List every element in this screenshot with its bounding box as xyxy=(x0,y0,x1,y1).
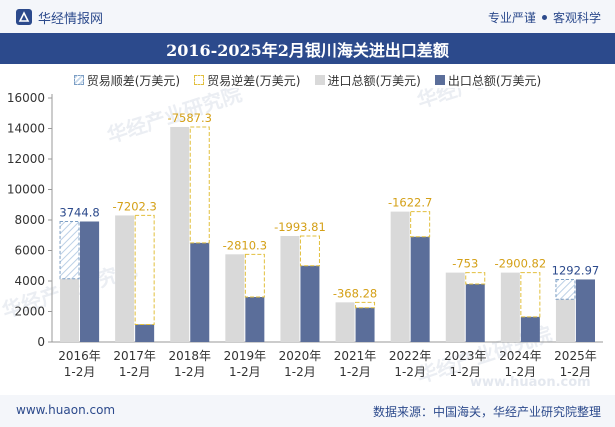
y-tick-label: 14000 xyxy=(7,122,45,136)
import-bar xyxy=(555,299,575,342)
x-tick-label: 2025年 xyxy=(554,349,597,363)
deficit-bar xyxy=(189,126,210,244)
y-tick-label: 12000 xyxy=(7,152,45,166)
x-tick-label: 1-2月 xyxy=(560,365,592,379)
export-bar-front xyxy=(575,279,595,342)
balance-data-label: -2810.3 xyxy=(223,238,267,252)
balance-data-label: -2900.82 xyxy=(494,257,546,271)
deficit-bar xyxy=(465,272,486,285)
footer-source: 数据来源：中国海关，华经产业研究院整理 xyxy=(372,405,601,419)
x-tick-label: 2024年 xyxy=(499,349,542,363)
x-tick-label: 1-2月 xyxy=(174,365,206,379)
legend-label-surplus: 贸易顺差(万美元) xyxy=(86,73,181,88)
import-bar xyxy=(115,215,135,342)
export-bar xyxy=(410,236,430,342)
x-tick-label: 2017年 xyxy=(113,349,156,363)
export-bar xyxy=(245,297,265,342)
import-bar xyxy=(445,272,465,342)
legend-swatch-surplus-icon xyxy=(73,75,84,85)
x-tick-label: 2021年 xyxy=(334,349,377,363)
y-tick-label: 0 xyxy=(37,335,45,349)
balance-data-label: 3744.8 xyxy=(59,206,99,220)
x-tick-label: 2020年 xyxy=(279,349,322,363)
export-bar xyxy=(300,265,320,342)
surplus-bar xyxy=(59,221,80,280)
x-tick-label: 1-2月 xyxy=(119,365,151,379)
y-tick-label: 8000 xyxy=(14,213,45,227)
legend-item-surplus[interactable]: 贸易顺差(万美元) xyxy=(73,70,181,90)
deficit-bar xyxy=(244,253,265,298)
y-tick-label: 2000 xyxy=(14,305,45,319)
import-bar xyxy=(60,278,80,342)
legend-label-export: 出口总额(万美元) xyxy=(447,73,542,88)
slogan-left: 专业严谨 xyxy=(487,10,536,25)
legend-item-deficit[interactable]: 贸易逆差(万美元) xyxy=(194,70,301,90)
deficit-bar xyxy=(299,235,320,267)
chart-plot: 华经产业研究院华经产业研究院华经产业研究院华经产业研究院www.huaon.co… xyxy=(0,88,603,390)
import-bar xyxy=(170,126,190,342)
import-bar xyxy=(390,211,410,342)
legend-swatch-export-icon xyxy=(434,75,445,85)
balance-data-label: -753 xyxy=(452,257,478,271)
y-tick-label: 16000 xyxy=(7,91,45,105)
x-tick-label: 2023年 xyxy=(444,349,487,363)
deficit-bar xyxy=(410,211,431,238)
footer: www.huaon.com 数据来源：中国海关，华经产业研究院整理 xyxy=(0,395,615,427)
export-bar xyxy=(520,316,540,342)
x-tick-label: 1-2月 xyxy=(229,365,261,379)
x-tick-label: 2019年 xyxy=(224,349,267,363)
footer-url[interactable]: www.huaon.com xyxy=(16,403,116,417)
x-tick-label: 1-2月 xyxy=(449,365,481,379)
brand-logo-icon xyxy=(16,9,32,25)
legend-label-import: 进口总额(万美元) xyxy=(327,73,421,88)
x-tick-label: 1-2月 xyxy=(284,365,316,379)
import-bar xyxy=(500,272,520,342)
brand-name: 华经情报网 xyxy=(38,11,104,27)
slogan-right: 客观科学 xyxy=(552,10,601,25)
balance-data-label: -7202.3 xyxy=(112,199,156,213)
chart-title: 2016-2025年2月银川海关进出口差额 xyxy=(0,33,615,64)
x-tick-label: 2018年 xyxy=(168,349,211,363)
watermark-text-1: 华经产业研究院 xyxy=(414,88,555,113)
x-tick-label: 1-2月 xyxy=(64,365,96,379)
balance-data-label: -7587.3 xyxy=(168,111,212,125)
legend-swatch-deficit-icon xyxy=(194,75,205,85)
export-bar xyxy=(355,307,375,342)
y-tick-label: 10000 xyxy=(7,183,45,197)
watermark-url: www.huaon.com xyxy=(470,375,591,390)
y-tick-label: 6000 xyxy=(14,244,45,258)
chart-legend: 贸易顺差(万美元) 贸易逆差(万美元) 进口总额(万美元) 出口总额(万美元) xyxy=(0,70,615,90)
legend-swatch-import-icon xyxy=(314,75,325,85)
balance-data-label: -1993.81 xyxy=(274,220,326,234)
x-tick-label: 2016年 xyxy=(58,349,101,363)
balance-data-label: -368.28 xyxy=(333,286,377,300)
legend-label-deficit: 贸易逆差(万美元) xyxy=(207,73,301,88)
legend-item-import[interactable]: 进口总额(万美元) xyxy=(314,70,421,90)
export-bar xyxy=(190,242,210,342)
import-bar xyxy=(225,254,245,342)
export-bar-front xyxy=(80,221,100,342)
balance-data-label: -1622.7 xyxy=(388,196,432,210)
deficit-bar xyxy=(520,272,541,318)
export-bar xyxy=(135,324,155,342)
slogan-dot-icon xyxy=(541,14,547,20)
export-bar xyxy=(465,284,485,342)
legend-item-export[interactable]: 出口总额(万美元) xyxy=(434,70,542,90)
import-bar xyxy=(335,302,355,342)
brand[interactable]: 华经情报网 xyxy=(16,7,103,27)
import-bar xyxy=(280,236,300,342)
top-bar: 华经情报网 专业严谨 客观科学 xyxy=(0,0,615,33)
bars-layer xyxy=(59,126,595,342)
balance-data-label: 1292.97 xyxy=(552,263,600,277)
label-layer: 3744.8 -7202.3 -7587.3 -2810.3 -1993.81 -368.… xyxy=(59,111,599,300)
deficit-bar xyxy=(355,301,376,309)
surplus-bar xyxy=(555,278,576,300)
x-tick-label: 1-2月 xyxy=(505,365,537,379)
x-tick-label: 2022年 xyxy=(389,349,432,363)
y-tick-label: 4000 xyxy=(14,274,45,288)
deficit-bar xyxy=(134,214,155,325)
x-tick-label: 1-2月 xyxy=(394,365,426,379)
slogan: 专业严谨 客观科学 xyxy=(488,7,601,27)
x-tick-label: 1-2月 xyxy=(339,365,371,379)
